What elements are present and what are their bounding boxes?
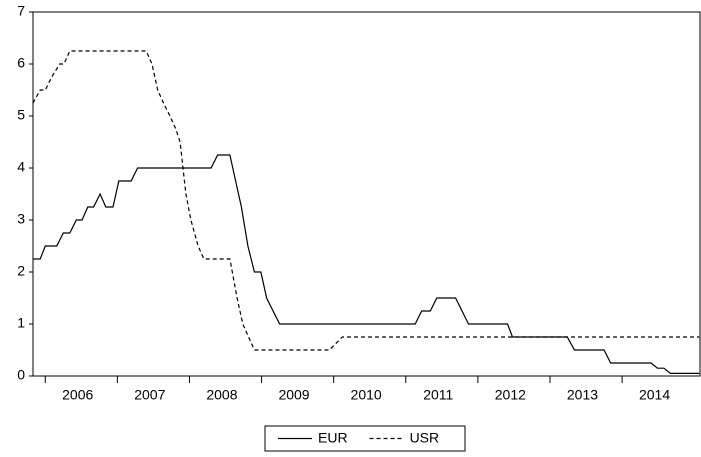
y-tick-label: 7	[17, 3, 25, 19]
y-tick-label: 4	[17, 159, 25, 175]
x-tick-label: 2011	[423, 387, 453, 403]
legend-label: USR	[410, 430, 440, 446]
y-tick-label: 5	[17, 107, 25, 123]
y-tick-label: 0	[17, 367, 25, 383]
x-tick-label: 2008	[206, 387, 237, 403]
legend-label: EUR	[318, 430, 348, 446]
x-tick-label: 2009	[278, 387, 309, 403]
x-tick-label: 2012	[495, 387, 526, 403]
x-tick-label: 2013	[567, 387, 598, 403]
series-line	[32, 50, 700, 351]
y-tick-label: 2	[17, 263, 25, 279]
x-tick-label: 2007	[134, 387, 165, 403]
series-line	[33, 154, 700, 374]
y-tick-label: 1	[17, 315, 25, 331]
y-tick-label: 6	[17, 55, 25, 71]
x-tick-label: 2006	[62, 387, 93, 403]
x-tick-label: 2014	[639, 387, 670, 403]
x-tick-label: 2010	[351, 387, 382, 403]
y-tick-label: 3	[17, 211, 25, 227]
plot-frame	[32, 11, 701, 377]
